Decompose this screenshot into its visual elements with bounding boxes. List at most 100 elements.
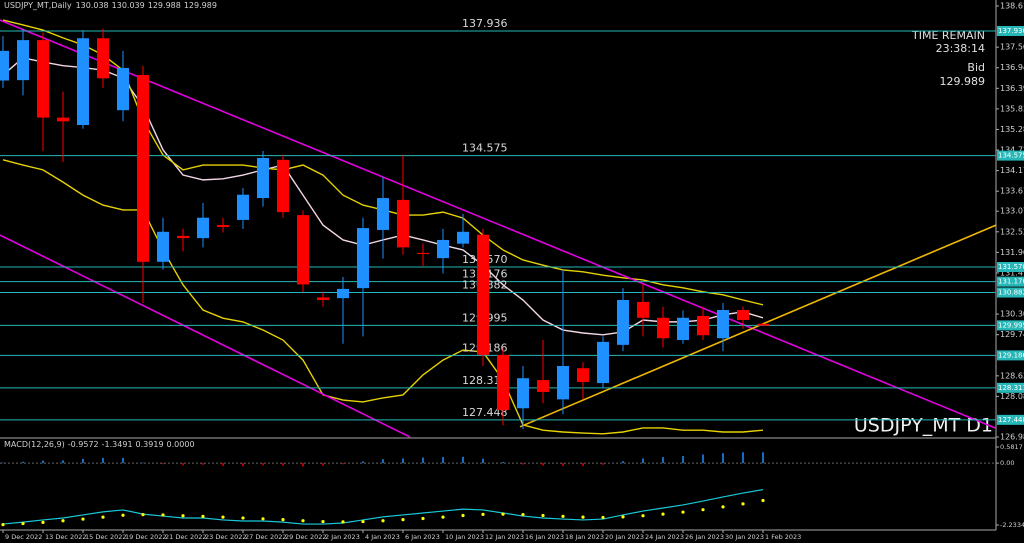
candle-body bbox=[697, 315, 709, 336]
y-tick-label: 136.945 bbox=[1000, 63, 1024, 72]
candle-body bbox=[277, 159, 289, 213]
x-tick-label: 20 Jan 2023 bbox=[605, 533, 644, 541]
macd-hist-bar bbox=[242, 463, 244, 467]
macd-hist-bar bbox=[2, 462, 4, 464]
y-tick-label: 131.965 bbox=[1000, 248, 1024, 257]
macd-hist-bar bbox=[42, 460, 44, 464]
level-axis-label: 137.936 bbox=[998, 27, 1024, 35]
macd-main-last: -0.9572 bbox=[68, 440, 99, 449]
candle-body bbox=[577, 368, 589, 382]
candle-body bbox=[137, 74, 149, 262]
x-tick-label: 29 Dec 2022 bbox=[285, 533, 327, 541]
macd-y-tick-label: 0.5817 bbox=[1000, 443, 1023, 451]
candle-body bbox=[337, 288, 349, 299]
macd-hist-bar bbox=[22, 461, 24, 464]
candle-body bbox=[717, 310, 729, 339]
x-tick-label: 6 Jan 2023 bbox=[405, 533, 440, 541]
macd-signal-dot bbox=[281, 518, 285, 522]
y-tick-label: 131.410 bbox=[1000, 268, 1024, 277]
macd-y-tick-label: 0.00 bbox=[1000, 459, 1014, 467]
level-axis-label: 128.311 bbox=[998, 384, 1024, 392]
y-tick-label: 126.985 bbox=[1000, 433, 1024, 442]
macd-hist-bar bbox=[322, 463, 324, 466]
x-tick-label: 23 Dec 2022 bbox=[205, 533, 247, 541]
candle-body bbox=[117, 67, 129, 111]
header-open: 130.038 bbox=[76, 1, 109, 10]
macd-hist-bar bbox=[262, 463, 264, 466]
macd-hist-bar bbox=[602, 463, 604, 465]
macd-main-line bbox=[2, 489, 764, 525]
level-axis-box bbox=[997, 350, 1024, 361]
candle-body bbox=[357, 228, 369, 289]
level-label: 127.448 bbox=[462, 406, 508, 419]
candle-body bbox=[377, 198, 389, 230]
macd-signal-dot bbox=[181, 514, 185, 518]
macd-signal-dot bbox=[1, 523, 5, 527]
candle-body bbox=[177, 235, 189, 239]
x-tick-label: 9 Dec 2022 bbox=[5, 533, 42, 541]
y-tick-label: 128.080 bbox=[1000, 392, 1024, 401]
macd-header: MACD(12,26,9) -0.9572 -1.3491 0.3919 0.0000 bbox=[4, 440, 195, 449]
x-tick-label: 16 Jan 2023 bbox=[525, 533, 564, 541]
macd-signal-dot bbox=[261, 517, 265, 521]
macd-hist-bar bbox=[702, 454, 704, 464]
bid-value: 129.989 bbox=[940, 75, 986, 88]
candle-body bbox=[417, 252, 429, 255]
macd-signal-dot bbox=[481, 512, 485, 516]
macd-signal-dot bbox=[421, 516, 425, 521]
macd-hist-bar bbox=[442, 457, 444, 464]
candle-body bbox=[497, 354, 509, 411]
x-tick-label: 10 Jan 2023 bbox=[445, 533, 484, 541]
macd-signal-dot bbox=[341, 520, 345, 524]
macd-hist-bar bbox=[202, 463, 204, 465]
macd-hist-bar bbox=[62, 460, 64, 464]
macd-signal-dot bbox=[301, 519, 305, 523]
macd-signal-dot bbox=[541, 513, 545, 518]
macd-signal-dot bbox=[61, 519, 65, 523]
macd-signal-last: -1.3491 bbox=[102, 440, 133, 449]
candle-body bbox=[517, 378, 529, 409]
y-tick-label: 136.39 bbox=[1000, 84, 1024, 93]
macd-signal-dot bbox=[381, 519, 385, 523]
level-label: 137.936 bbox=[462, 17, 508, 30]
macd-signal-dot bbox=[621, 515, 625, 519]
macd-hist-bar bbox=[142, 462, 144, 464]
trendline bbox=[0, 19, 997, 430]
x-tick-label: 21 Dec 2022 bbox=[165, 533, 207, 541]
macd-signal-dot bbox=[241, 516, 245, 520]
trendline bbox=[0, 234, 411, 438]
level-label: 134.575 bbox=[462, 142, 508, 155]
macd-signal-dot bbox=[501, 512, 505, 516]
macd-signal-dot bbox=[661, 512, 665, 516]
x-tick-label: 13 Dec 2022 bbox=[45, 533, 87, 541]
level-axis-label: 131.570 bbox=[998, 263, 1024, 271]
level-axis-box bbox=[997, 150, 1024, 161]
candle-body bbox=[77, 38, 89, 126]
y-tick-label: 135.280 bbox=[1000, 125, 1024, 134]
macd-signal-dot bbox=[761, 498, 765, 503]
x-tick-label: 27 Dec 2022 bbox=[245, 533, 287, 541]
candle-body bbox=[537, 380, 549, 392]
macd-hist-bar bbox=[182, 463, 184, 466]
time-remain-label: TIME REMAIN bbox=[911, 29, 985, 42]
x-tick-label: 24 Jan 2023 bbox=[645, 533, 684, 541]
candle-body bbox=[157, 231, 169, 262]
level-axis-box bbox=[997, 414, 1024, 425]
x-tick-label: 30 Jan 2023 bbox=[725, 533, 764, 541]
macd-hist-bar bbox=[662, 457, 664, 464]
candle-body bbox=[437, 239, 449, 259]
level-label: 128.311 bbox=[462, 374, 508, 387]
macd-hist-bar bbox=[162, 463, 164, 465]
macd-hist-bar bbox=[382, 459, 384, 464]
time-remain: 23:38:14 bbox=[936, 42, 985, 55]
macd-hist-bar bbox=[642, 458, 644, 464]
macd-signal-dot bbox=[721, 505, 725, 509]
candle-body bbox=[597, 341, 609, 384]
macd-hist-bar bbox=[502, 462, 504, 464]
macd-hist-bar bbox=[102, 457, 104, 464]
candle-body bbox=[297, 215, 309, 285]
candle-body bbox=[17, 40, 29, 81]
header-low: 129.988 bbox=[148, 1, 181, 10]
macd-signal-dot bbox=[701, 508, 705, 512]
